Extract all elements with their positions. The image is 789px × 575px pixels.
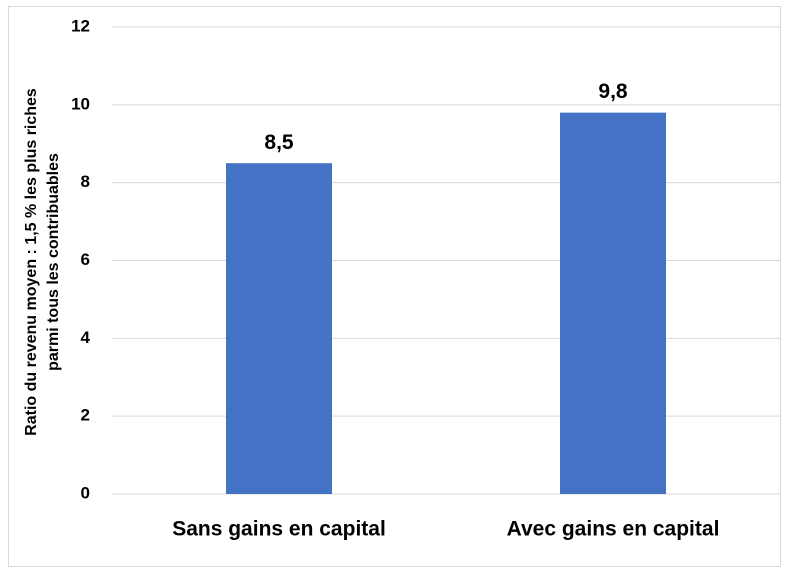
y-axis-label-line: parmi tous les contribuables xyxy=(45,153,62,371)
y-axis-label: Ratio du revenu moyen : 1,5 % les plus r… xyxy=(23,88,62,436)
bar xyxy=(560,112,666,494)
x-tick-label: Sans gains en capital xyxy=(172,518,386,541)
bar xyxy=(226,163,332,495)
y-tick-label: 10 xyxy=(71,94,90,113)
y-tick-label: 4 xyxy=(81,328,91,347)
y-tick-label: 6 xyxy=(81,250,90,269)
y-tick-label: 8 xyxy=(81,172,90,191)
value-label: 8,5 xyxy=(264,131,294,154)
y-axis-label-line: Ratio du revenu moyen : 1,5 % les plus r… xyxy=(23,88,40,436)
y-tick-label: 12 xyxy=(71,16,90,35)
y-tick-label: 0 xyxy=(81,483,90,502)
value-label: 9,8 xyxy=(598,80,628,103)
x-tick-label: Avec gains en capital xyxy=(507,518,720,541)
y-tick-label: 2 xyxy=(81,406,90,425)
